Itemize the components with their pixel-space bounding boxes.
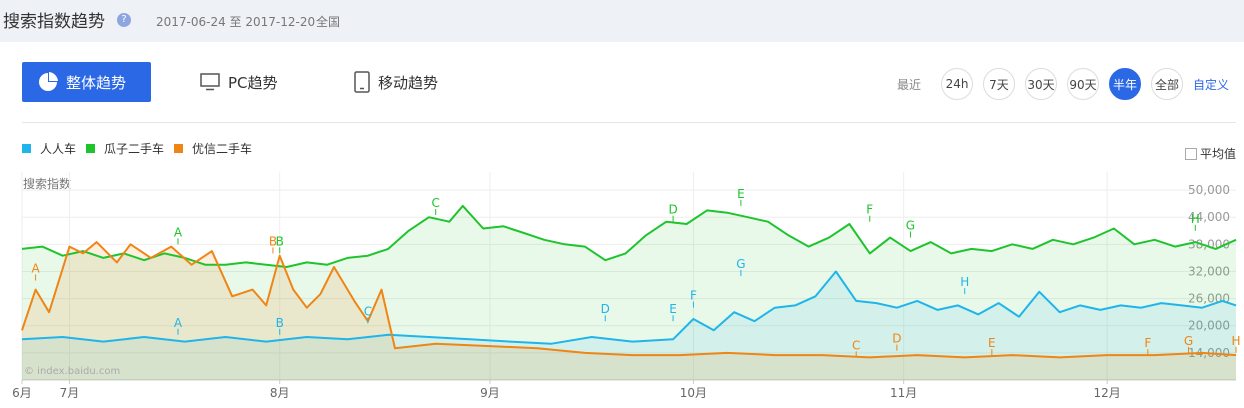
annotation-label: B bbox=[276, 234, 284, 248]
annotation-label: F bbox=[1144, 336, 1151, 350]
tab-label: 整体趋势 bbox=[66, 73, 127, 92]
annotation-label: B bbox=[276, 316, 284, 330]
range-7d-button[interactable]: 7天 bbox=[983, 68, 1015, 100]
legend-label: 人人车 bbox=[40, 142, 77, 156]
series-area bbox=[22, 242, 1236, 380]
x-tick-label: 10月 bbox=[680, 386, 707, 400]
region-label: 全国 bbox=[316, 15, 341, 29]
range-half-year-button[interactable]: 半年 bbox=[1109, 68, 1141, 100]
series-area bbox=[22, 271, 1236, 380]
annotation-label: G bbox=[1184, 334, 1193, 348]
checkbox-icon[interactable] bbox=[1185, 147, 1197, 160]
range-all-button[interactable]: 全部 bbox=[1151, 68, 1183, 100]
annotation-label: H bbox=[1231, 334, 1240, 348]
y-tick-label: 50,000 bbox=[1188, 183, 1230, 197]
legend-label: 瓜子二手车 bbox=[104, 142, 165, 156]
annotation-label: B bbox=[269, 234, 277, 248]
tab-mobile-trend[interactable]: 移动趋势 bbox=[354, 62, 438, 102]
annotation-label: H bbox=[960, 275, 969, 289]
annotation-label: C bbox=[364, 304, 372, 318]
date-range: 2017-06-24 至 2017-12-20 bbox=[156, 15, 316, 29]
tab-label: PC趋势 bbox=[228, 73, 278, 92]
average-label: 平均值 bbox=[1200, 147, 1237, 161]
annotation-label: F bbox=[690, 289, 697, 303]
annotation-label: E bbox=[737, 187, 745, 201]
pie-chart-icon bbox=[38, 72, 58, 92]
x-tick-label: 9月 bbox=[480, 386, 500, 400]
x-tick-label: 8月 bbox=[270, 386, 290, 400]
annotation-label: E bbox=[669, 302, 677, 316]
annotation-label: A bbox=[31, 262, 40, 276]
annotation-label: D bbox=[601, 302, 610, 316]
legend-swatch bbox=[86, 144, 96, 153]
chart-legend: 人人车 瓜子二手车 优信二手车 bbox=[22, 140, 252, 157]
range-24h-button[interactable]: 24h bbox=[941, 68, 973, 100]
custom-range-link[interactable]: 自定义 bbox=[1193, 78, 1230, 92]
monitor-icon bbox=[200, 73, 220, 91]
y-tick-label: 20,000 bbox=[1188, 319, 1230, 333]
range-30d-button[interactable]: 30天 bbox=[1025, 68, 1057, 100]
range-label: 最近 bbox=[897, 78, 922, 92]
tab-pc-trend[interactable]: PC趋势 bbox=[200, 62, 278, 102]
annotation-label: F bbox=[866, 203, 873, 217]
question-circle-icon[interactable]: ? bbox=[117, 13, 131, 27]
top-bar: 搜索指数趋势 ? 2017-06-24 至 2017-12-20 全国 bbox=[0, 0, 1244, 42]
annotation-label: E bbox=[988, 336, 996, 350]
legend-swatch bbox=[22, 144, 31, 153]
annotation-label: C bbox=[432, 196, 440, 210]
y-tick-label: 44,000 bbox=[1188, 210, 1230, 224]
series-line bbox=[21, 270, 1237, 345]
range-90d-button[interactable]: 90天 bbox=[1067, 68, 1099, 100]
tab-label: 移动趋势 bbox=[378, 73, 439, 92]
legend-item-youxin[interactable]: 优信二手车 bbox=[174, 140, 252, 157]
annotation-label: G bbox=[906, 219, 915, 233]
x-tick-label: 6月 bbox=[12, 386, 32, 400]
average-toggle[interactable]: 平均值 bbox=[1185, 145, 1236, 162]
annotation-label: D bbox=[892, 332, 901, 346]
legend-item-renrenche[interactable]: 人人车 bbox=[22, 140, 76, 157]
series-area bbox=[22, 205, 1236, 380]
tablet-icon bbox=[354, 71, 370, 93]
page-title: 搜索指数趋势 bbox=[3, 12, 105, 32]
tab-overall-trend[interactable]: 整体趋势 bbox=[22, 62, 151, 102]
x-tick-label: 12月 bbox=[1093, 386, 1120, 400]
y-axis-title: 搜索指数 bbox=[23, 177, 72, 191]
annotation-label: D bbox=[668, 203, 677, 217]
annotation-label: C bbox=[852, 338, 860, 352]
x-tick-label: 11月 bbox=[890, 386, 917, 400]
annotation-label: H bbox=[1191, 212, 1200, 226]
annotation-label: G bbox=[736, 257, 745, 271]
divider bbox=[22, 122, 1236, 123]
y-tick-label: 32,000 bbox=[1188, 264, 1230, 278]
series-line bbox=[21, 204, 1237, 268]
legend-swatch bbox=[174, 144, 184, 153]
x-tick-label: 7月 bbox=[60, 386, 80, 400]
legend-item-guazi[interactable]: 瓜子二手车 bbox=[86, 140, 164, 157]
series-line bbox=[21, 241, 1237, 359]
annotation-label: A bbox=[174, 316, 183, 330]
watermark: © index.baidu.com bbox=[24, 366, 121, 377]
legend-label: 优信二手车 bbox=[192, 142, 253, 156]
annotation-label: A bbox=[174, 225, 183, 239]
